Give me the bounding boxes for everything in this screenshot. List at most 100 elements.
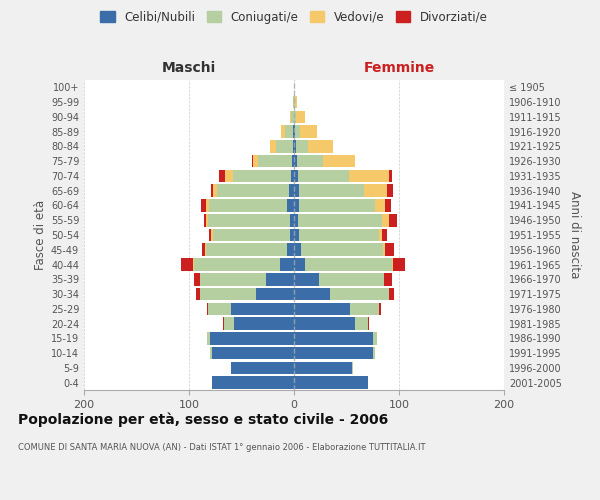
Bar	[193, 258, 194, 271]
Bar	[294, 110, 296, 123]
Bar	[383, 244, 385, 256]
Bar	[231, 362, 294, 374]
Bar	[253, 155, 259, 168]
Bar	[212, 376, 294, 389]
Bar	[208, 214, 290, 226]
Bar	[199, 288, 256, 300]
Legend: Celibi/Nubili, Coniugati/e, Vedovi/e, Divorziati/e: Celibi/Nubili, Coniugati/e, Vedovi/e, Di…	[95, 6, 493, 28]
Text: Popolazione per età, sesso e stato civile - 2006: Popolazione per età, sesso e stato civil…	[18, 412, 388, 427]
Bar	[385, 273, 392, 285]
Bar	[296, 140, 308, 152]
Y-axis label: Fasce di età: Fasce di età	[34, 200, 47, 270]
Bar	[294, 155, 297, 168]
Bar	[294, 362, 352, 374]
Bar	[292, 155, 294, 168]
Bar	[206, 199, 209, 212]
Bar	[231, 302, 294, 315]
Bar	[294, 96, 295, 108]
Bar	[319, 273, 385, 285]
Bar	[210, 347, 212, 360]
Bar	[224, 318, 234, 330]
Bar	[289, 184, 294, 197]
Bar	[294, 199, 299, 212]
Bar	[295, 126, 301, 138]
Bar	[294, 258, 305, 271]
Bar	[293, 96, 294, 108]
Bar	[301, 244, 383, 256]
Bar	[194, 258, 280, 271]
Bar	[349, 170, 389, 182]
Bar	[379, 302, 381, 315]
Bar	[301, 126, 317, 138]
Bar	[266, 273, 294, 285]
Bar	[217, 184, 289, 197]
Text: COMUNE DI SANTA MARIA NUOVA (AN) - Dati ISTAT 1° gennaio 2006 - Elaborazione TUT: COMUNE DI SANTA MARIA NUOVA (AN) - Dati …	[18, 442, 425, 452]
Bar	[305, 258, 392, 271]
Bar	[207, 332, 210, 344]
Bar	[290, 214, 294, 226]
Bar	[389, 170, 392, 182]
Bar	[294, 140, 296, 152]
Bar	[323, 155, 355, 168]
Bar	[258, 155, 292, 168]
Bar	[298, 214, 382, 226]
Bar	[209, 228, 211, 241]
Bar	[330, 288, 389, 300]
Bar	[213, 184, 217, 197]
Bar	[224, 170, 233, 182]
Bar	[294, 170, 298, 182]
Bar	[294, 184, 299, 197]
Bar	[373, 347, 375, 360]
Bar	[234, 318, 294, 330]
Bar	[290, 110, 291, 123]
Bar	[210, 332, 294, 344]
Bar	[196, 288, 199, 300]
Bar	[212, 347, 294, 360]
Bar	[382, 214, 389, 226]
Bar	[385, 244, 394, 256]
Bar	[364, 184, 388, 197]
Bar	[281, 126, 284, 138]
Bar	[287, 244, 294, 256]
Bar	[211, 184, 213, 197]
Bar	[276, 140, 293, 152]
Bar	[375, 199, 385, 212]
Bar	[294, 318, 355, 330]
Bar	[220, 170, 224, 182]
Bar	[291, 110, 294, 123]
Bar	[199, 273, 266, 285]
Bar	[294, 126, 295, 138]
Bar	[294, 288, 330, 300]
Bar	[299, 228, 379, 241]
Bar	[205, 244, 206, 256]
Bar	[388, 184, 392, 197]
Bar	[294, 332, 373, 344]
Bar	[294, 214, 298, 226]
Bar	[206, 214, 208, 226]
Bar	[256, 288, 294, 300]
Bar	[294, 376, 367, 389]
Bar	[194, 273, 199, 285]
Bar	[287, 199, 294, 212]
Bar	[270, 140, 276, 152]
Bar	[280, 258, 294, 271]
Bar	[207, 302, 208, 315]
Bar	[355, 318, 367, 330]
Bar	[389, 214, 397, 226]
Bar	[293, 140, 294, 152]
Bar	[294, 244, 301, 256]
Bar	[223, 318, 224, 330]
Bar	[294, 273, 319, 285]
Bar	[291, 170, 294, 182]
Bar	[389, 288, 394, 300]
Bar	[297, 155, 323, 168]
Bar	[392, 258, 406, 271]
Bar	[294, 347, 373, 360]
Bar	[294, 302, 350, 315]
Bar	[206, 244, 287, 256]
Bar	[284, 126, 293, 138]
Bar	[385, 199, 391, 212]
Bar	[352, 362, 353, 374]
Bar	[350, 302, 379, 315]
Bar	[295, 96, 297, 108]
